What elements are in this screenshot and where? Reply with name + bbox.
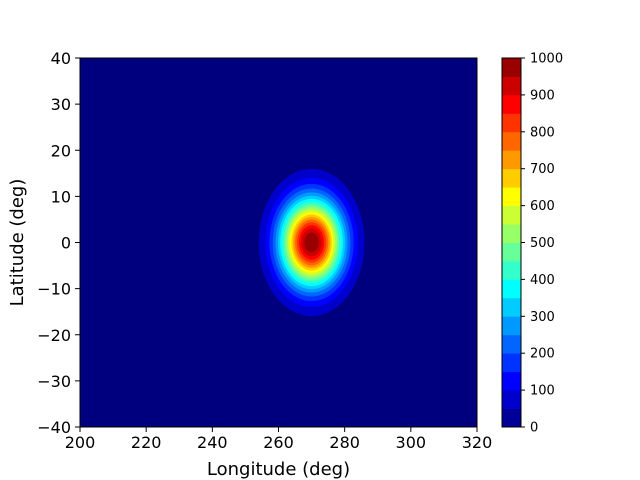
- y-axis: −40 −30 −20 −10 0 10 20 30 40: [37, 49, 80, 437]
- colorbar-tick-label: 300: [530, 310, 555, 325]
- plot-area: [79, 57, 478, 428]
- colorbar-band-17: [502, 94, 521, 114]
- x-tick-label: 280: [329, 433, 360, 452]
- y-tick-label: −20: [37, 326, 71, 345]
- colorbar-tick-label: 400: [530, 273, 555, 288]
- x-tick-label: 240: [197, 433, 228, 452]
- colorbar-tick-label: 200: [530, 347, 555, 362]
- y-tick-label: −10: [37, 280, 71, 299]
- colorbar-band-18: [502, 76, 521, 96]
- colorbar-band-10: [502, 224, 521, 243]
- y-tick-label: 20: [51, 141, 71, 160]
- colorbar-band-16: [502, 113, 521, 133]
- colorbar-band-15: [502, 131, 521, 151]
- colorbar-band-12: [502, 187, 521, 206]
- colorbar-tick-label: 600: [530, 199, 555, 214]
- colorbar-tick-label: 700: [530, 162, 555, 177]
- x-axis-label: Longitude (deg): [207, 459, 350, 480]
- colorbar-band-7: [502, 279, 521, 299]
- colorbar-band-19: [502, 58, 521, 77]
- colorbar-band-14: [502, 150, 521, 170]
- y-tick-label: 30: [51, 95, 71, 114]
- colorbar-tick-label: 0: [530, 421, 538, 436]
- y-tick-label: 40: [51, 49, 71, 68]
- y-tick-label: −40: [37, 418, 71, 437]
- colorbar-band-0: [502, 408, 521, 428]
- colorbar-band-13: [502, 168, 521, 188]
- contour-bands: [258, 168, 365, 317]
- x-tick-label: 200: [65, 433, 96, 452]
- y-tick-label: 0: [61, 234, 71, 253]
- colorbar-tick-label: 100: [530, 384, 555, 399]
- colorbar-bands: [502, 58, 521, 428]
- colorbar-band-2: [502, 371, 521, 391]
- colorbar-tick-label: 900: [530, 88, 555, 103]
- contour-band-19: [304, 232, 319, 253]
- y-axis-label: Latitude (deg): [7, 179, 28, 307]
- x-tick-label: 260: [263, 433, 294, 452]
- x-tick-label: 320: [462, 433, 493, 452]
- colorbar-band-9: [502, 242, 521, 262]
- colorbar-tick-label: 800: [530, 125, 555, 140]
- y-tick-label: 10: [51, 187, 71, 206]
- colorbar-band-8: [502, 260, 521, 280]
- x-tick-label: 220: [131, 433, 162, 452]
- colorbar-tick-label: 500: [530, 236, 555, 251]
- colorbar-band-11: [502, 205, 521, 225]
- x-axis: 200 220 240 260 280 300 320: [65, 427, 493, 452]
- colorbar-band-4: [502, 334, 521, 354]
- y-tick-label: −30: [37, 372, 71, 391]
- colorbar-band-5: [502, 316, 521, 336]
- colorbar-ticks: 0 100 200 300 400 500 600 700 800 900 1000: [521, 52, 563, 436]
- colorbar-band-3: [502, 353, 521, 373]
- colorbar-band-1: [502, 390, 521, 409]
- colorbar-band-6: [502, 297, 521, 317]
- colorbar: 0 100 200 300 400 500 600 700 800 900 1000: [501, 52, 563, 436]
- colorbar-tick-label: 1000: [530, 52, 563, 67]
- x-tick-label: 300: [396, 433, 427, 452]
